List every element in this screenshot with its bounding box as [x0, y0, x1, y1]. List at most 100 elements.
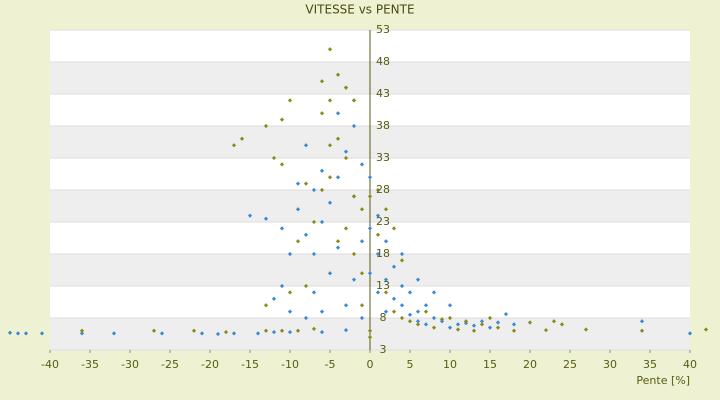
point — [383, 277, 389, 282]
y-tick-label: 13 — [376, 279, 390, 292]
point — [527, 320, 533, 325]
point — [367, 175, 373, 180]
point — [311, 326, 317, 332]
x-axis-label: Pente [%] — [636, 374, 690, 387]
point — [159, 331, 165, 336]
point — [15, 331, 21, 336]
point — [231, 331, 237, 336]
point — [311, 290, 317, 295]
point — [407, 312, 413, 317]
point — [359, 207, 365, 212]
point — [199, 331, 205, 336]
point — [343, 155, 349, 161]
point — [487, 325, 493, 330]
x-tick-label: -15 — [241, 358, 259, 371]
point — [399, 251, 405, 257]
point — [351, 194, 357, 199]
point — [303, 143, 309, 148]
point — [343, 328, 349, 333]
point — [327, 271, 333, 276]
x-tick-label: 30 — [603, 358, 617, 371]
point — [303, 315, 309, 321]
point — [287, 329, 293, 335]
point — [375, 251, 381, 257]
point — [375, 187, 381, 193]
point — [263, 328, 269, 333]
x-tick-label: -35 — [81, 358, 99, 371]
point — [367, 226, 373, 231]
point — [503, 312, 509, 317]
point — [319, 168, 325, 173]
y-tick-label: 53 — [376, 23, 390, 36]
x-tick-label: 15 — [483, 358, 497, 371]
point — [359, 271, 365, 276]
x-tick-label: 40 — [683, 358, 697, 371]
point — [303, 181, 309, 186]
y-tick-label: 43 — [376, 87, 390, 100]
point — [303, 283, 309, 289]
point — [383, 207, 389, 212]
point — [559, 322, 565, 327]
point — [399, 258, 405, 263]
y-tick-label: 18 — [376, 247, 390, 260]
point — [511, 328, 517, 333]
point — [495, 325, 501, 330]
point — [351, 277, 357, 282]
point — [431, 315, 437, 321]
point — [407, 290, 413, 295]
y-tick-label: 23 — [376, 215, 390, 228]
point — [423, 309, 429, 314]
point — [279, 162, 285, 167]
point — [407, 319, 413, 324]
point — [239, 136, 245, 141]
point — [415, 319, 421, 324]
point — [367, 335, 373, 340]
point — [375, 213, 381, 218]
point — [383, 290, 389, 295]
point — [439, 317, 445, 322]
point — [455, 322, 461, 327]
y-tick-label: 3 — [380, 343, 387, 356]
point — [495, 320, 501, 325]
point — [583, 327, 589, 332]
point — [319, 309, 325, 314]
x-tick-label: -10 — [281, 358, 299, 371]
point — [295, 181, 301, 186]
point — [279, 283, 285, 289]
x-tick-label: -40 — [41, 358, 59, 371]
point — [703, 327, 709, 332]
point — [511, 322, 517, 327]
x-tick-label: 0 — [367, 358, 374, 371]
point — [191, 328, 197, 333]
point — [471, 323, 477, 328]
point — [639, 319, 645, 324]
point — [335, 175, 341, 180]
point — [271, 329, 277, 335]
point — [263, 216, 269, 221]
point — [23, 331, 29, 336]
point — [255, 331, 261, 336]
point — [359, 315, 365, 321]
y-tick-label: 28 — [376, 183, 390, 196]
point — [359, 303, 365, 308]
point — [327, 175, 333, 180]
point — [295, 328, 301, 333]
point — [415, 309, 421, 314]
point — [151, 328, 157, 333]
point — [7, 330, 13, 335]
point — [359, 239, 365, 244]
point — [303, 232, 309, 237]
point — [375, 290, 381, 295]
point — [367, 328, 373, 333]
point — [391, 309, 397, 314]
point — [423, 322, 429, 327]
x-tick-label: 35 — [643, 358, 657, 371]
point — [543, 328, 549, 333]
point — [311, 219, 317, 225]
point — [431, 325, 437, 330]
point — [335, 245, 341, 250]
point — [391, 264, 397, 269]
point — [359, 162, 365, 167]
point — [295, 239, 301, 244]
